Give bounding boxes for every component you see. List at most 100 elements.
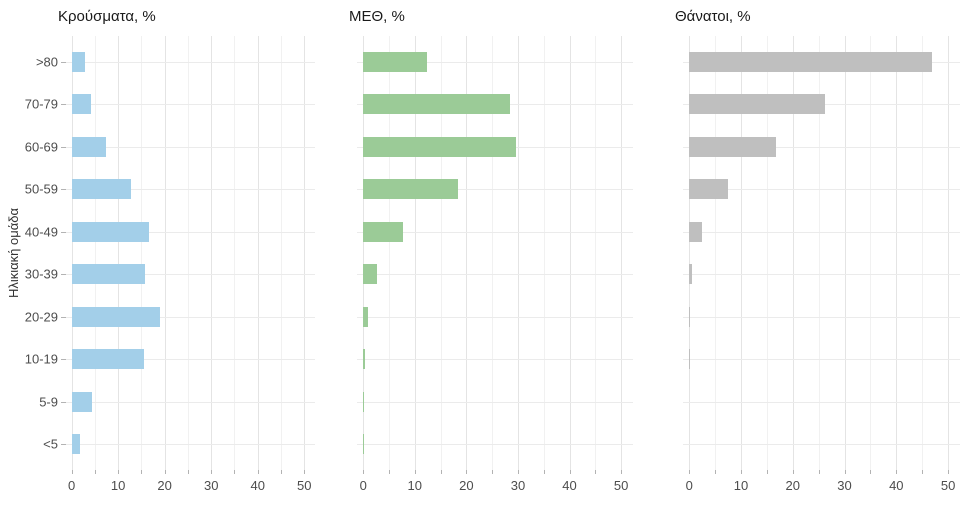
y-axis-label: 40-49 xyxy=(24,224,58,240)
gridline-major xyxy=(792,36,794,470)
bar xyxy=(689,306,691,327)
y-axis-label: >80 xyxy=(35,54,58,70)
gridline-minor xyxy=(440,36,442,470)
gridline-minor xyxy=(141,36,143,470)
x-tick-mark xyxy=(948,470,950,474)
y-axis-label: <5 xyxy=(43,436,58,452)
gridline-horizontal xyxy=(66,316,315,318)
x-tick-mark xyxy=(792,470,794,474)
gridline-horizontal xyxy=(683,231,960,233)
y-tick-mark xyxy=(61,104,66,106)
y-axis-label: 20-29 xyxy=(24,309,58,325)
gridline-horizontal xyxy=(683,401,960,403)
facet-title-cases: Κρούσματα, % xyxy=(58,8,156,25)
gridline-horizontal xyxy=(357,189,633,191)
bar xyxy=(363,136,517,157)
y-axis: >80 70-79 60-69 50-59 40-49 30-39 20-29 10-19 5-… xyxy=(0,36,66,470)
bar xyxy=(363,306,369,327)
x-tick-mark xyxy=(896,470,898,474)
gridline-major xyxy=(621,36,623,470)
gridline-horizontal xyxy=(66,359,315,361)
x-tick-mark xyxy=(141,470,143,474)
x-tick-mark xyxy=(766,470,768,474)
gridline-minor xyxy=(234,36,236,470)
x-tick-mark xyxy=(257,470,259,474)
gridline-horizontal xyxy=(683,189,960,191)
bar xyxy=(71,94,91,115)
x-tick-mark xyxy=(844,470,846,474)
x-tick-label: 10 xyxy=(733,478,749,493)
gridline-horizontal xyxy=(66,61,315,63)
x-tick-mark xyxy=(543,470,545,474)
gridline-minor xyxy=(388,36,390,470)
bar xyxy=(363,94,511,115)
gridline-minor xyxy=(543,36,545,470)
bar xyxy=(71,349,145,370)
y-axis-label: 50-59 xyxy=(24,181,58,197)
gridline-horizontal xyxy=(66,444,315,446)
x-axis-cases: 0 10 20 30 40 50 xyxy=(66,470,315,500)
bar xyxy=(689,179,729,200)
x-tick-mark xyxy=(621,470,623,474)
gridline-horizontal xyxy=(357,401,633,403)
x-tick-mark xyxy=(211,470,213,474)
gridline-horizontal xyxy=(357,359,633,361)
gridline-minor xyxy=(818,36,820,470)
bar xyxy=(71,51,85,72)
gridline-horizontal xyxy=(357,61,633,63)
gridline-horizontal xyxy=(683,359,960,361)
gridline-minor xyxy=(187,36,189,470)
bar xyxy=(363,51,427,72)
bar xyxy=(71,391,92,412)
bar xyxy=(71,434,80,455)
gridline-horizontal xyxy=(357,274,633,276)
x-tick-mark xyxy=(164,470,166,474)
x-tick-label: 20 xyxy=(459,478,474,493)
gridline-major xyxy=(844,36,846,470)
bar xyxy=(71,306,160,327)
panel-icu xyxy=(357,36,633,470)
x-tick-mark xyxy=(517,470,519,474)
x-tick-label: 20 xyxy=(785,478,800,493)
gridline-minor xyxy=(492,36,494,470)
facet-title-icu: ΜΕΘ, % xyxy=(349,8,405,25)
gridline-horizontal xyxy=(683,274,960,276)
bar xyxy=(71,264,145,285)
x-tick-mark xyxy=(304,470,306,474)
x-tick-mark xyxy=(234,470,236,474)
y-axis-label: 70-79 xyxy=(24,96,58,112)
x-tick-label: 30 xyxy=(837,478,852,493)
gridline-major xyxy=(517,36,519,470)
x-tick-label: 50 xyxy=(940,478,956,493)
gridline-minor xyxy=(870,36,872,470)
bar xyxy=(689,349,691,370)
x-tick-mark xyxy=(71,470,73,474)
gridline-major xyxy=(466,36,468,470)
bar xyxy=(363,221,403,242)
y-axis-label: 60-69 xyxy=(24,139,58,155)
gridline-horizontal xyxy=(66,274,315,276)
x-tick-label: 0 xyxy=(359,478,367,493)
gridline-horizontal xyxy=(357,316,633,318)
y-tick-mark xyxy=(61,189,66,191)
x-tick-label: 10 xyxy=(110,478,126,493)
y-tick-mark xyxy=(61,231,66,233)
x-tick-label: 0 xyxy=(685,478,693,493)
y-axis-label: 30-39 xyxy=(24,266,58,282)
gridline-major xyxy=(118,36,120,470)
gridline-major xyxy=(896,36,898,470)
x-tick-mark xyxy=(595,470,597,474)
gridline-major xyxy=(257,36,259,470)
x-tick-label: 40 xyxy=(562,478,577,493)
x-tick-mark xyxy=(818,470,820,474)
gridline-minor xyxy=(595,36,597,470)
gridline-minor xyxy=(922,36,924,470)
y-tick-mark xyxy=(61,359,66,361)
gridline-horizontal xyxy=(66,104,315,106)
bar xyxy=(689,94,826,115)
y-axis-label: 10-19 xyxy=(24,351,58,367)
facet-title-deaths: Θάνατοι, % xyxy=(675,8,751,25)
gridline-horizontal xyxy=(66,231,315,233)
gridline-horizontal xyxy=(357,231,633,233)
x-tick-label: 30 xyxy=(510,478,526,493)
